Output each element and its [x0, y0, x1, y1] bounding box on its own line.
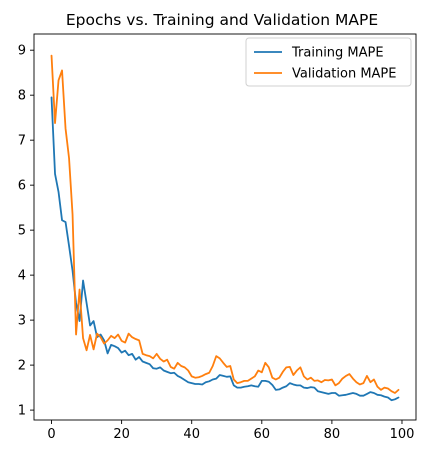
chart-title: Epochs vs. Training and Validation MAPE [66, 11, 378, 29]
y-tick-label: 5 [18, 224, 26, 239]
y-tick-label: 2 [18, 359, 26, 374]
plot-area [33, 33, 417, 421]
axes-frame [33, 33, 417, 421]
x-tick-label: 20 [113, 427, 130, 442]
x-tick-label: 80 [324, 427, 341, 442]
y-tick-label: 8 [18, 89, 26, 104]
y-axis: 1 2 3 4 5 6 7 8 9 [18, 44, 34, 419]
series-line-training-mape [50, 96, 400, 402]
legend-label: Validation MAPE [292, 67, 397, 82]
y-tick-label: 3 [18, 314, 26, 329]
x-tick-label: 60 [254, 427, 271, 442]
series-line-validation-mape [50, 54, 400, 394]
x-tick-label: 100 [390, 427, 415, 442]
y-tick-label: 9 [18, 44, 26, 59]
x-tick-label: 0 [47, 427, 55, 442]
y-tick-label: 6 [18, 179, 26, 194]
x-tick-label: 40 [183, 427, 200, 442]
y-tick-label: 4 [18, 269, 26, 284]
y-tick-label: 1 [18, 404, 26, 419]
series-lines [50, 54, 400, 402]
legend-label: Training MAPE [291, 46, 384, 61]
y-tick-label: 7 [18, 134, 26, 149]
x-axis: 0 20 40 60 80 100 [47, 420, 414, 442]
legend: Training MAPE Validation MAPE [245, 37, 412, 87]
legend-box [245, 37, 412, 87]
